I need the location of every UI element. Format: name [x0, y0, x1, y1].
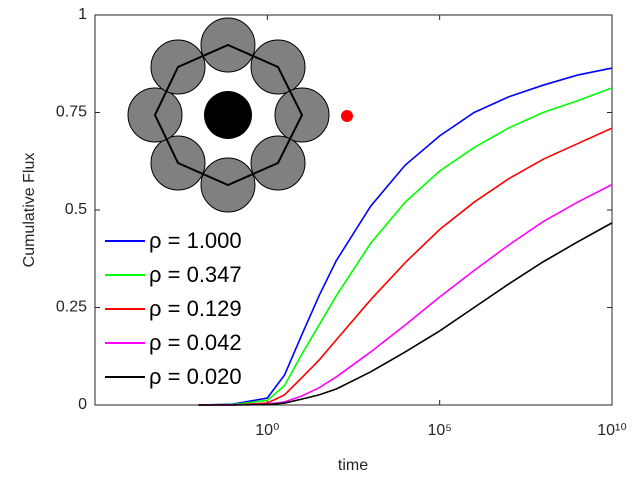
y-tick-label: 0.5 [65, 201, 87, 218]
y-tick-label: 0.75 [56, 104, 87, 121]
series-line [198, 87, 613, 406]
y-tick-label: 0 [78, 396, 87, 413]
series-line [198, 222, 613, 406]
y-tick-label: 0.25 [56, 299, 87, 316]
x-tick-label: 10⁰ [255, 422, 279, 439]
legend-label: ρ = 0.129 [149, 296, 242, 321]
y-axis-label: Cumulative Flux [21, 153, 38, 268]
series-line [198, 67, 613, 406]
x-tick-label: 10⁵ [427, 422, 451, 439]
series-line [198, 127, 613, 406]
x-tick-label: 10¹⁰ [597, 422, 627, 439]
legend-label: ρ = 0.347 [149, 262, 242, 287]
legend-label: ρ = 1.000 [149, 228, 242, 253]
legend-label: ρ = 0.042 [149, 330, 242, 355]
legend-label: ρ = 0.020 [149, 364, 242, 389]
y-tick-label: 1 [78, 6, 87, 23]
inset-diagram [127, 17, 353, 213]
x-axis-label: time [338, 457, 368, 474]
